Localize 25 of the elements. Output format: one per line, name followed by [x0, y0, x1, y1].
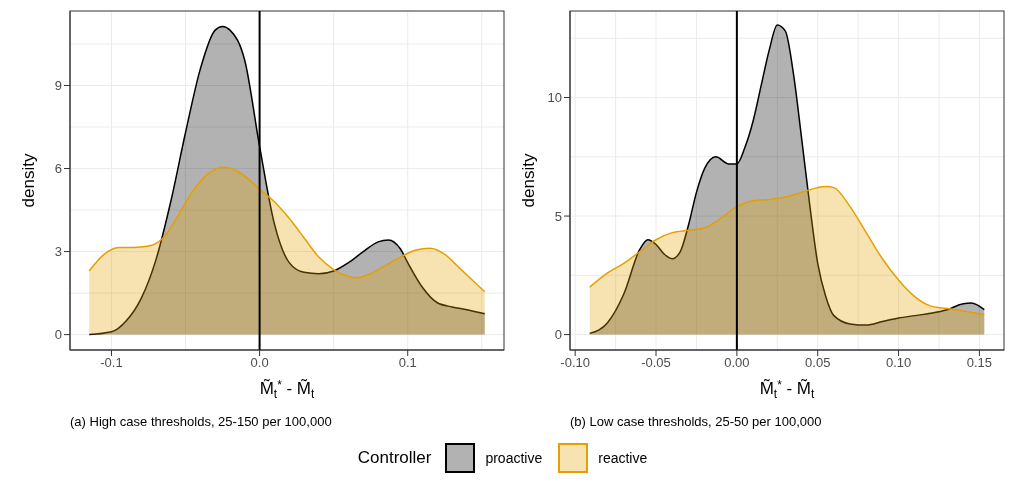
x-tick-label: 0.05	[805, 355, 831, 371]
x-tick-label: 0.10	[885, 355, 912, 371]
x-tick-label: 0.1	[398, 355, 417, 371]
y-axis-title: density	[519, 153, 538, 208]
y-axis-title: density	[19, 153, 38, 208]
text: (b) Low case thresholds, 25-50 per 100,000	[570, 414, 823, 429]
x-axis-title: M̃$_{t}$$^{*}$ - M̃$_{t}$	[259, 377, 316, 401]
text: (a) High case thresholds, 25-150 per 100,000	[70, 414, 333, 429]
x-tick-label: -0.05	[641, 355, 671, 371]
legend-label: proactive	[485, 450, 543, 466]
y-tick-label: 5	[554, 208, 562, 224]
y-tick-label: 9	[54, 78, 62, 94]
x-tick-label: -0.1	[100, 355, 123, 371]
y-tick-label: 3	[54, 244, 62, 260]
x-tick-label: -0.10	[560, 355, 590, 371]
x-tick-label: 0.00	[724, 355, 750, 371]
y-tick-label: 6	[54, 161, 62, 177]
legend-label: reactive	[598, 450, 648, 466]
x-tick-label: 0.0	[250, 355, 269, 371]
y-tick-label: 0	[554, 327, 562, 343]
y-tick-label: 10	[547, 90, 562, 106]
legend-title: Controller	[357, 448, 432, 468]
x-tick-label: 0.15	[966, 355, 993, 371]
x-axis-title: M̃$_{t}$$^{*}$ - M̃$_{t}$	[759, 377, 816, 401]
y-tick-label: 0	[54, 327, 62, 343]
